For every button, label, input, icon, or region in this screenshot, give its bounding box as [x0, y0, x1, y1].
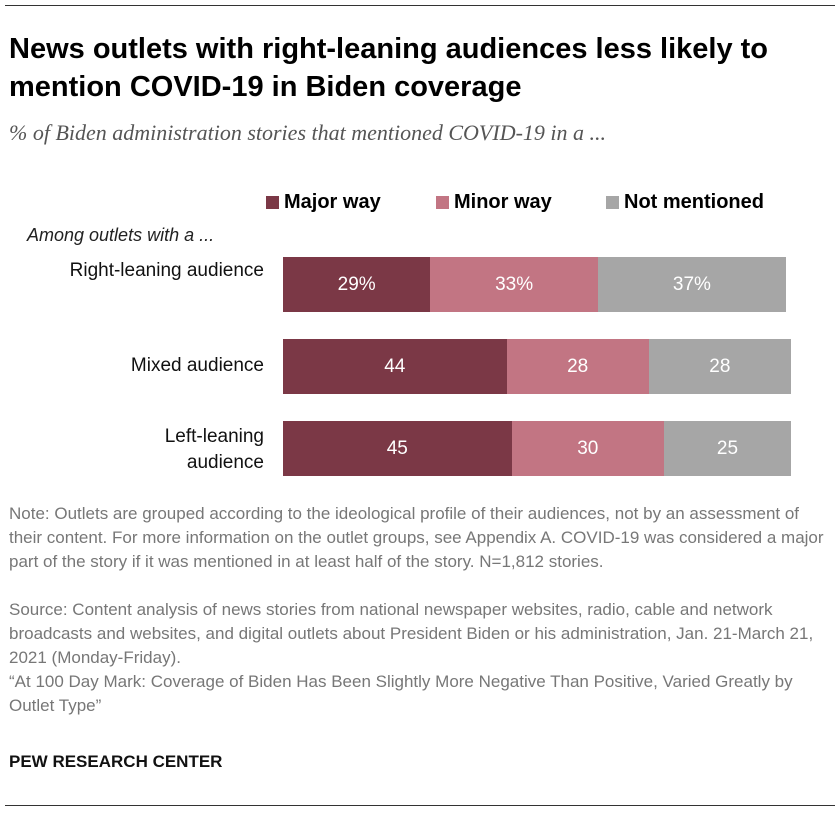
bar-segment: 37% — [597, 257, 786, 312]
category-label: Right-leaning audience — [69, 260, 264, 281]
bar-segment: 29% — [283, 257, 431, 312]
category-label: Mixed audience — [130, 355, 264, 376]
bottom-rule — [5, 805, 835, 806]
legend-swatch — [606, 196, 619, 209]
data-label: 28 — [709, 355, 731, 377]
data-label: 28 — [567, 355, 589, 377]
data-label: 25 — [716, 437, 739, 459]
source: Source: Content analysis of news stories… — [9, 600, 814, 667]
category-label: Left-leaning audience — [164, 426, 264, 473]
top-rule — [5, 5, 835, 6]
note: Note: Outlets are grouped according to t… — [9, 504, 824, 571]
data-label: 30 — [577, 437, 599, 459]
legend-swatch — [436, 196, 449, 209]
legend-label: Not mentioned — [624, 191, 764, 213]
legend-swatch — [266, 196, 279, 209]
org-logo-text: PEW RESEARCH CENTER — [9, 752, 223, 771]
data-label: 37% — [672, 273, 711, 295]
bar-segment: 28 — [648, 339, 791, 394]
bar-segment: 28 — [506, 339, 649, 394]
legend-not-mentioned: Not mentioned — [606, 191, 764, 214]
data-label: 45 — [386, 437, 408, 459]
bar-segment: 45 — [283, 421, 512, 476]
legend-label: Minor way — [454, 191, 552, 213]
data-label: 29% — [337, 273, 376, 295]
group-label: Among outlets with a ... — [27, 225, 215, 245]
citation: “At 100 Day Mark: Coverage of Biden Has … — [9, 672, 793, 715]
data-label: 33% — [495, 273, 534, 295]
bar-segment: 30 — [511, 421, 664, 476]
bar-segment: 44 — [283, 339, 507, 394]
bar-segment: 25 — [664, 421, 791, 476]
bar-segment: 33% — [430, 257, 598, 312]
data-label: 44 — [384, 355, 406, 377]
legend-major: Major way — [266, 191, 381, 214]
chart-title: News outlets with right-leaning audience… — [9, 33, 769, 103]
legend-minor: Minor way — [436, 191, 552, 214]
legend-label: Major way — [284, 191, 381, 213]
chart-subtitle: % of Biden administration stories that m… — [9, 120, 607, 145]
